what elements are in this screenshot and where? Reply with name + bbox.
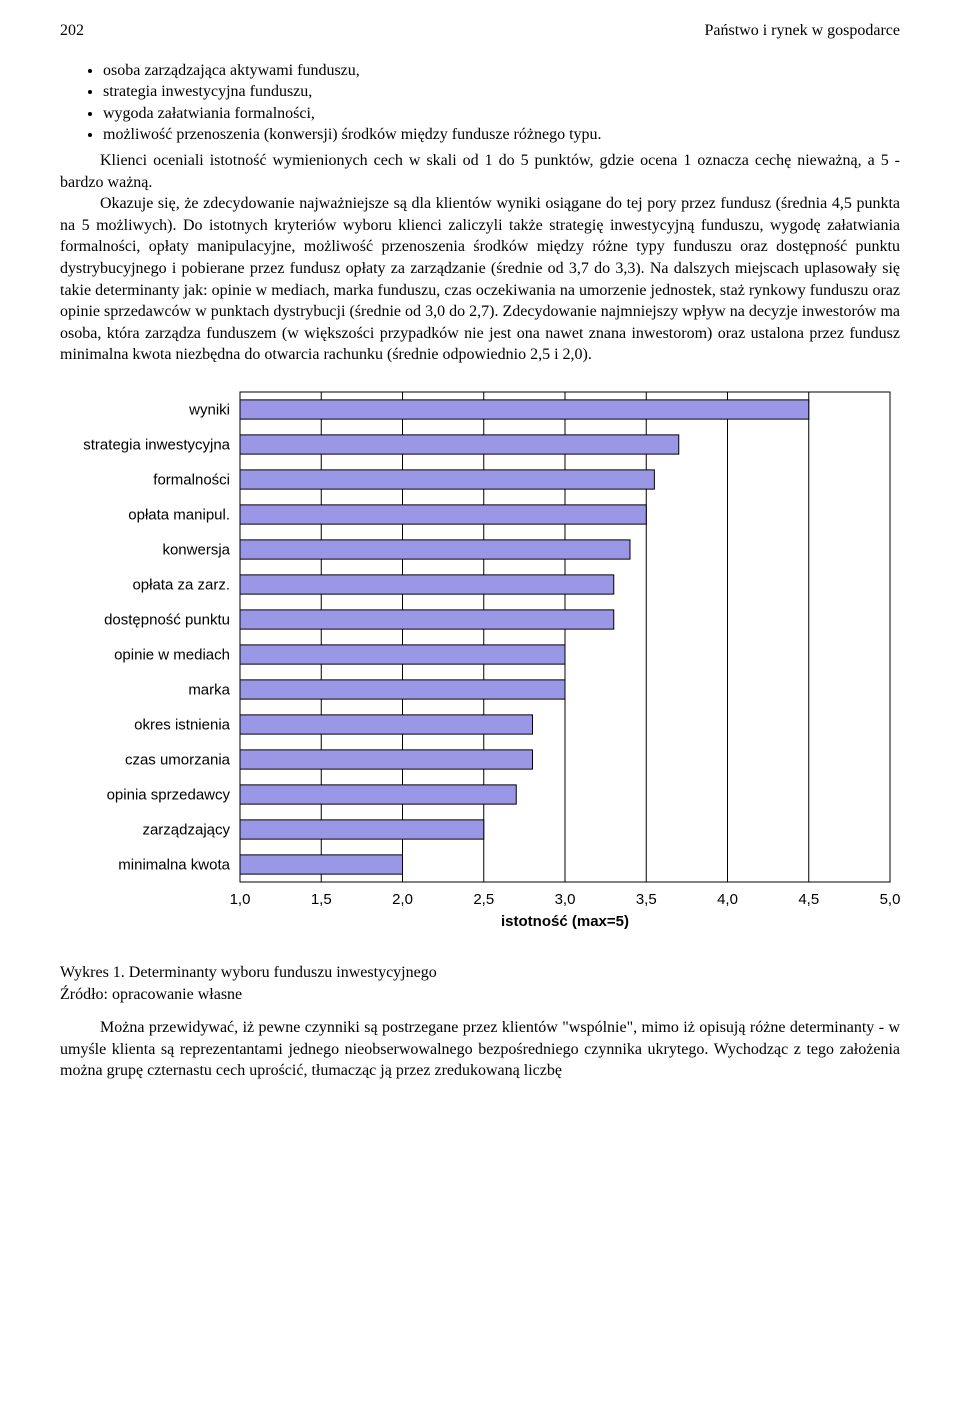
running-header: 202 Państwo i rynek w gospodarce xyxy=(60,20,900,42)
list-item: możliwość przenoszenia (konwersji) środk… xyxy=(103,124,900,146)
svg-text:czas umorzania: czas umorzania xyxy=(125,751,231,768)
svg-text:5,0: 5,0 xyxy=(880,891,901,908)
para1-sent1: Klienci oceniali istotność wymienionych … xyxy=(60,150,900,193)
caption-title: Wykres 1. Determinanty wyboru funduszu i… xyxy=(60,964,437,981)
svg-text:1,0: 1,0 xyxy=(230,891,251,908)
svg-text:2,5: 2,5 xyxy=(473,891,494,908)
svg-text:wyniki: wyniki xyxy=(188,401,230,418)
list-item: strategia inwestycyjna funduszu, xyxy=(103,81,900,103)
running-title: Państwo i rynek w gospodarce xyxy=(704,20,900,42)
figure-caption: Wykres 1. Determinanty wyboru funduszu i… xyxy=(60,962,900,1005)
caption-source: Źródło: opracowanie własne xyxy=(60,986,242,1003)
svg-text:1,5: 1,5 xyxy=(311,891,332,908)
svg-text:dostępność punktu: dostępność punktu xyxy=(104,611,230,628)
svg-text:strategia inwestycyjna: strategia inwestycyjna xyxy=(83,436,230,453)
svg-text:4,5: 4,5 xyxy=(798,891,819,908)
svg-text:opinia sprzedawcy: opinia sprzedawcy xyxy=(107,786,231,803)
svg-text:marka: marka xyxy=(188,681,230,698)
svg-text:3,5: 3,5 xyxy=(636,891,657,908)
svg-text:2,0: 2,0 xyxy=(392,891,413,908)
svg-text:opłata za zarz.: opłata za zarz. xyxy=(132,576,230,593)
bar-chart: 1,0 1,5 2,0 2,5 3,0 3,5 4,0 4,5 5,0 wyniki strateg… xyxy=(70,382,910,932)
svg-text:minimalna kwota: minimalna kwota xyxy=(118,856,230,873)
svg-text:konwersja: konwersja xyxy=(162,541,230,558)
svg-text:opinie w mediach: opinie w mediach xyxy=(114,646,230,663)
body-paragraph-1: Klienci oceniali istotność wymienionych … xyxy=(60,150,900,366)
list-item: wygoda załatwiania formalności, xyxy=(103,103,900,125)
chart-container: 1,0 1,5 2,0 2,5 3,0 3,5 4,0 4,5 5,0 wyniki strateg… xyxy=(70,382,900,932)
page-number: 202 xyxy=(60,20,84,42)
svg-text:formalności: formalności xyxy=(153,471,230,488)
svg-text:istotność (max=5): istotność (max=5) xyxy=(501,913,629,930)
list-item: osoba zarządzająca aktywami funduszu, xyxy=(103,60,900,82)
svg-text:4,0: 4,0 xyxy=(717,891,738,908)
para1-rest: Okazuje się, że zdecydowanie najważniejs… xyxy=(60,193,900,366)
svg-text:okres istnienia: okres istnienia xyxy=(134,716,231,733)
svg-text:opłata manipul.: opłata manipul. xyxy=(128,506,230,523)
svg-text:3,0: 3,0 xyxy=(555,891,576,908)
bullet-list: osoba zarządzająca aktywami funduszu, st… xyxy=(85,60,900,146)
body-paragraph-2: Można przewidywać, iż pewne czynniki są … xyxy=(60,1017,900,1082)
svg-text:zarządzający: zarządzający xyxy=(142,821,230,838)
